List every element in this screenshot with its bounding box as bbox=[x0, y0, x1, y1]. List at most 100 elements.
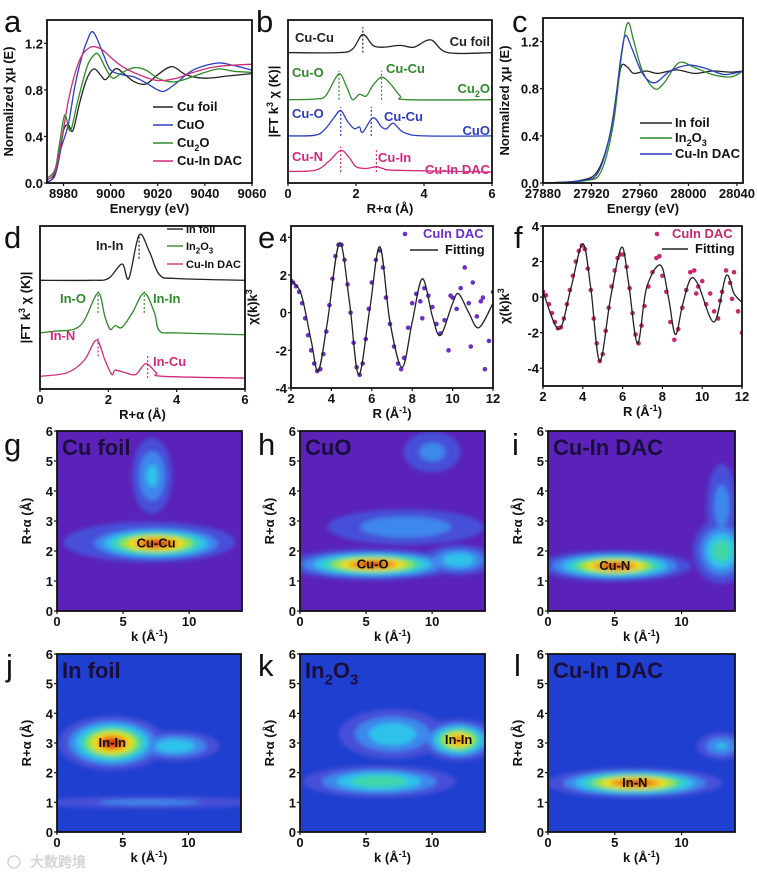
text-segment: In foil bbox=[675, 115, 710, 130]
heatmap-contour bbox=[711, 540, 732, 562]
data-point bbox=[405, 325, 411, 331]
panel-label: i bbox=[512, 427, 519, 462]
series-line bbox=[47, 65, 252, 183]
x-tick-label: 4 bbox=[173, 392, 181, 407]
y-tick-label: 3 bbox=[289, 736, 296, 751]
y-tick-label: 0 bbox=[46, 825, 53, 840]
legend-item: CuIn DAC bbox=[402, 226, 484, 241]
y-axis-label: Normalized χμ (E) bbox=[497, 45, 512, 155]
plot-area bbox=[548, 654, 735, 832]
peak-label: In-N bbox=[622, 775, 647, 790]
text-segment: Cu-O bbox=[292, 106, 324, 121]
peak-annotation: Cu foil bbox=[450, 34, 490, 49]
y-tick-label: 3 bbox=[289, 514, 296, 529]
legend-marker bbox=[654, 231, 660, 237]
x-tick-label: 0 bbox=[53, 614, 60, 629]
heatmap-contour bbox=[442, 553, 475, 567]
text-segment: R+α (Å) bbox=[19, 720, 34, 767]
superscript: -1 bbox=[399, 849, 407, 859]
superscript: -1 bbox=[156, 628, 164, 638]
subscript: 2 bbox=[325, 672, 333, 689]
y-axis-label: |FT k3 χ (K)| bbox=[265, 66, 281, 138]
x-axis-label: k (Å-1) bbox=[374, 628, 411, 644]
y-tick-label: 5 bbox=[537, 454, 544, 469]
y-tick-label: 3 bbox=[46, 736, 53, 751]
text-segment: R (Å bbox=[623, 404, 650, 419]
peak-annotation: In-N bbox=[50, 328, 75, 343]
heatmap-contour bbox=[143, 540, 170, 547]
x-tick-label: 4 bbox=[328, 391, 336, 406]
x-tick-label: 0 bbox=[296, 614, 303, 629]
text-segment: k (Å bbox=[623, 850, 648, 865]
peak-annotation: CuO bbox=[463, 123, 490, 138]
legend-label: Cu-In DAC bbox=[186, 259, 241, 271]
y-axis-label: |FT k3 χ (K)| bbox=[17, 272, 33, 344]
x-tick-label: 5 bbox=[611, 835, 618, 850]
y-tick-label: 4 bbox=[532, 219, 540, 234]
x-tick-label: 10 bbox=[425, 614, 439, 629]
legend-label: Cu foil bbox=[177, 99, 217, 114]
series-line bbox=[40, 233, 245, 282]
x-tick-label: 28000 bbox=[670, 186, 706, 201]
x-tick-label: 0 bbox=[36, 392, 43, 407]
text-segment: Cu foil bbox=[62, 435, 130, 460]
y-axis-label: R+α (Å) bbox=[262, 498, 277, 545]
text-segment: R (Å bbox=[372, 406, 399, 421]
text-segment: In-Cu bbox=[153, 354, 186, 369]
y-tick-label: 5 bbox=[46, 454, 53, 469]
x-tick-label: 5 bbox=[119, 614, 126, 629]
data-point bbox=[707, 291, 713, 296]
text-segment: O bbox=[480, 81, 490, 96]
y-tick-label: 1 bbox=[537, 795, 544, 810]
x-tick-label: 0 bbox=[284, 186, 291, 201]
text-segment: In foil bbox=[186, 224, 215, 236]
text-segment: χ(k)k bbox=[245, 293, 260, 324]
text-segment: Cu-Cu bbox=[386, 61, 425, 76]
data-point bbox=[731, 269, 737, 275]
heatmap-title: Cu-In DAC bbox=[553, 658, 663, 683]
peak-annotation: Cu2O bbox=[458, 81, 490, 99]
series-line bbox=[47, 45, 252, 181]
heatmap-contour bbox=[98, 799, 200, 806]
watermark-text: 大数跨境 bbox=[30, 854, 86, 870]
y-tick-label: 4 bbox=[46, 484, 54, 499]
data-point bbox=[430, 304, 435, 310]
text-segment: CuO bbox=[305, 435, 351, 460]
data-point bbox=[657, 253, 662, 259]
y-tick-label: 2 bbox=[289, 544, 296, 559]
x-tick-label: 27920 bbox=[573, 186, 609, 201]
legend-label: Cu-In DAC bbox=[177, 153, 243, 168]
y-tick-label: 5 bbox=[289, 677, 296, 692]
y-tick-label: 4 bbox=[289, 706, 297, 721]
legend-label: CuIn DAC bbox=[423, 226, 484, 241]
panel-label: l bbox=[514, 648, 521, 683]
y-axis-label: χ(k)k3 bbox=[244, 289, 260, 325]
panel-g: g Cu-Cu Cu foil 0 5 10 0 1 2 3 4 5 6 k (Å-1) R+α (Å) bbox=[4, 424, 243, 644]
panel-label: e bbox=[258, 220, 275, 255]
legend-item: CuO bbox=[153, 117, 204, 132]
data-point bbox=[482, 366, 488, 372]
series-line bbox=[288, 33, 492, 55]
x-tick-label: 0 bbox=[544, 614, 551, 629]
panel-label: f bbox=[514, 220, 523, 255]
data-point bbox=[486, 338, 492, 344]
heatmap-title: Cu foil bbox=[62, 435, 130, 460]
superscript: -1 bbox=[648, 628, 656, 638]
x-tick-label: 2 bbox=[287, 391, 294, 406]
legend-label: Cu2O bbox=[177, 135, 209, 153]
text-segment: Enerygy (eV) bbox=[110, 201, 189, 216]
text-segment: ) bbox=[656, 629, 660, 644]
peak-annotation: Cu-N bbox=[292, 149, 323, 164]
text-segment: In-In bbox=[96, 238, 123, 253]
peak-annotation: In-Cu bbox=[153, 354, 186, 369]
x-tick-label: 4 bbox=[420, 186, 428, 201]
panel-l: l In-N Cu-In DAC 0 5 10 0 1 2 3 4 5 6 k (Å-1) R+α (Å) bbox=[510, 647, 736, 865]
x-axis-label: R+α (Å) bbox=[367, 201, 414, 216]
data-point bbox=[466, 300, 472, 306]
legend-label: In foil bbox=[675, 115, 710, 130]
text-segment: R+α (Å) bbox=[510, 720, 525, 767]
axes-frame bbox=[542, 17, 744, 184]
x-tick-label: 2 bbox=[105, 392, 112, 407]
text-segment: Cu-In DAC bbox=[553, 435, 663, 460]
